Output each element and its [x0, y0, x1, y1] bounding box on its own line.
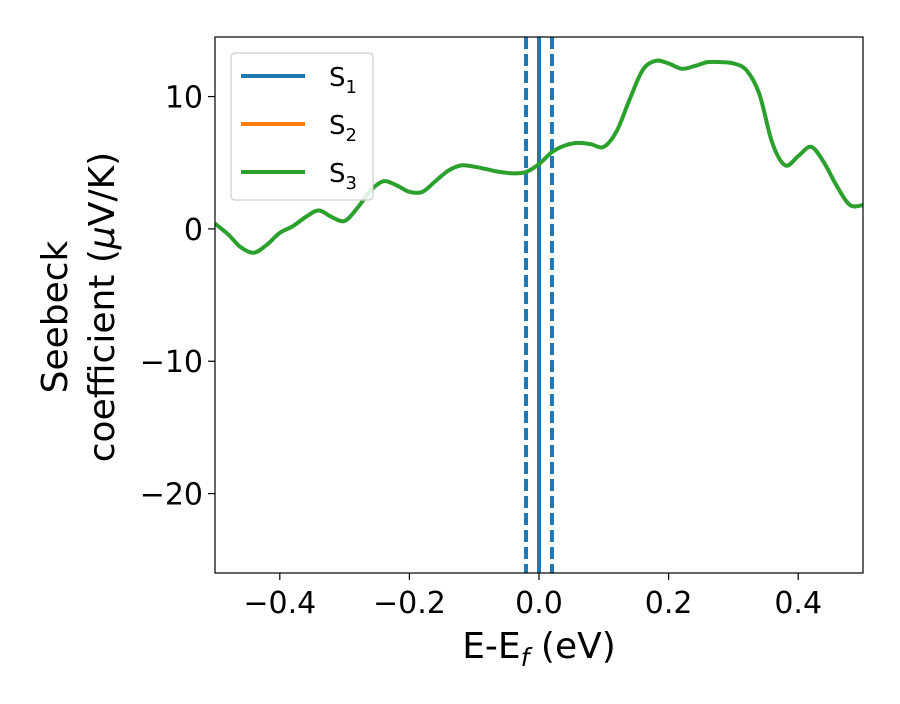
- x-axis-label: E-Ef (eV): [462, 626, 616, 672]
- axis-labels-layer: E-Ef (eV) Seebeck coefficient (μV/K): [35, 152, 616, 672]
- y-tick-label: −10: [140, 345, 203, 380]
- x-tick-label: −0.4: [243, 586, 316, 621]
- y-tick-label: −20: [140, 478, 203, 513]
- series-line-S3: [215, 58, 863, 255]
- legend-entry-label: S2: [329, 111, 357, 146]
- plot-clipped-group: [215, 37, 863, 573]
- y-axis-label-line1: Seebeck: [35, 240, 76, 393]
- y-tick-label: 0: [184, 213, 203, 248]
- x-tick-label: 0.4: [774, 586, 822, 621]
- x-tick-label: −0.2: [373, 586, 446, 621]
- legend-entry-label: S1: [329, 63, 357, 98]
- x-tick-label: 0.2: [645, 586, 693, 621]
- y-axis-label-line2: coefficient (μV/K): [82, 152, 123, 462]
- legend-entry-label: S3: [329, 159, 357, 194]
- y-tick-label: 10: [165, 81, 203, 116]
- axes-layer: −0.4 −0.2 0.0 0.2 0.4 10 0 −10 −20: [140, 36, 864, 621]
- legend: S1 S2 S3: [230, 52, 374, 201]
- legend-box: [230, 52, 374, 201]
- x-tick-label: 0.0: [515, 586, 563, 621]
